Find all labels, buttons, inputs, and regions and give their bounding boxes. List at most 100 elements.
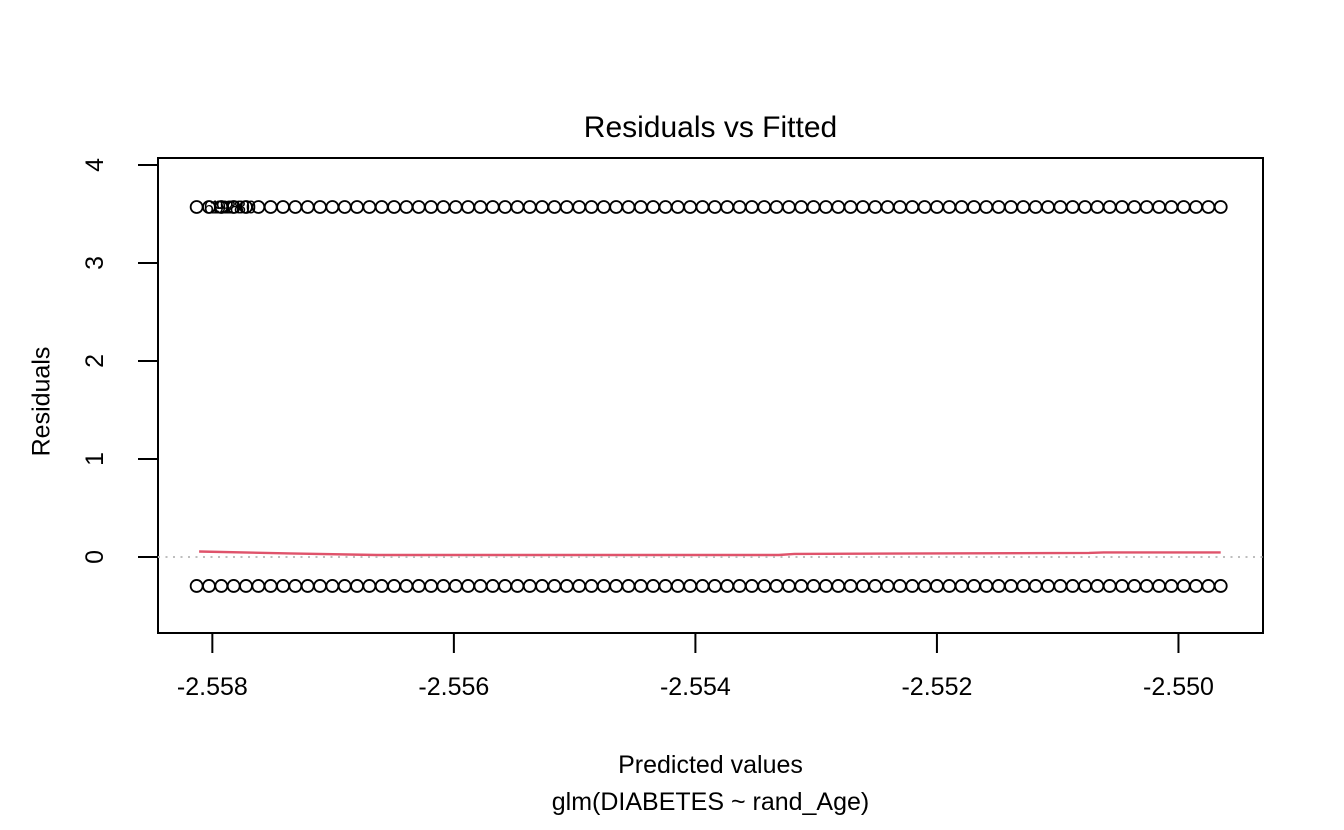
residual-point: [856, 579, 870, 593]
residual-point: [473, 579, 488, 593]
residual-point: [1164, 200, 1179, 214]
residual-point: [596, 200, 611, 214]
residual-point: [856, 200, 870, 214]
residual-point: [1139, 200, 1154, 214]
residual-point: [633, 579, 648, 593]
y-axis-tick-label: 1: [81, 452, 109, 466]
residual-point: [707, 200, 722, 214]
residual-point: [535, 579, 550, 593]
residual-point: [1164, 579, 1179, 593]
residual-point: [781, 200, 796, 214]
residual-point: [1201, 200, 1216, 214]
residual-point: [1016, 200, 1031, 214]
y-axis-tick-label: 4: [81, 158, 109, 172]
residual-point: [510, 579, 525, 593]
residual-point: [300, 579, 315, 593]
residual-point: [263, 579, 278, 593]
residual-point: [868, 579, 883, 593]
residual-point: [436, 579, 451, 593]
residual-point: [769, 200, 784, 214]
residual-point: [1152, 579, 1166, 593]
residual-point: [547, 579, 562, 593]
residual-point: [1139, 579, 1154, 593]
residual-point: [806, 200, 821, 214]
residual-point: [893, 200, 907, 214]
residual-point: [819, 200, 833, 214]
residual-point: [337, 200, 352, 214]
residual-point: [251, 579, 266, 593]
residual-point: [905, 579, 920, 593]
residual-point: [498, 200, 513, 214]
residual-point: [695, 200, 710, 214]
residual-point: [189, 579, 204, 593]
residual-point: [609, 200, 624, 214]
residual-point: [646, 579, 661, 593]
residual-point: [1176, 200, 1191, 214]
residual-point: [596, 579, 611, 593]
residual-point: [794, 579, 809, 593]
residual-point: [917, 579, 932, 593]
residual-point: [1213, 579, 1228, 593]
residual-point: [744, 579, 759, 593]
residual-point: [1078, 579, 1092, 593]
residual-point: [720, 200, 735, 214]
residual-point: [880, 579, 895, 593]
chart-title: Residuals vs Fitted: [583, 111, 838, 144]
residual-point: [1127, 200, 1142, 214]
x-axis-tick-label: -2.550: [1143, 673, 1214, 701]
residual-point: [1201, 579, 1216, 593]
residual-point: [572, 200, 587, 214]
x-axis-tick-label: -2.558: [177, 673, 248, 701]
residual-point: [461, 579, 475, 593]
residual-point: [387, 579, 401, 593]
residual-point: [226, 579, 241, 593]
residual-point: [350, 200, 364, 214]
residual-point: [313, 579, 327, 593]
residual-point: [473, 200, 488, 214]
residual-point: [633, 200, 648, 214]
residual-point: [893, 579, 907, 593]
residual-point: [214, 579, 229, 593]
residual-point: [942, 200, 957, 214]
residual-point: [769, 579, 784, 593]
residual-point: [806, 579, 821, 593]
residual-point: [819, 579, 833, 593]
x-axis-tick-label: -2.554: [660, 673, 731, 701]
residual-point: [362, 579, 377, 593]
residual-point: [461, 200, 475, 214]
residual-point: [744, 200, 759, 214]
residual-point: [757, 200, 772, 214]
residual-point: [350, 579, 364, 593]
residual-point: [967, 200, 981, 214]
residual-point: [720, 579, 735, 593]
x-axis-tick-label: -2.552: [901, 673, 972, 701]
residual-point: [732, 579, 747, 593]
residual-point: [794, 200, 809, 214]
residual-point: [930, 579, 944, 593]
residual-point: [559, 200, 574, 214]
residual-point: [979, 579, 994, 593]
residual-point: [670, 200, 685, 214]
residual-point: [621, 200, 636, 214]
residual-point: [757, 579, 772, 593]
residual-point: [202, 579, 216, 593]
residual-point: [1041, 200, 1055, 214]
residual-point: [670, 579, 685, 593]
residual-point: [954, 200, 969, 214]
residual-point: [325, 579, 340, 593]
residual-point: [547, 200, 562, 214]
residual-point: [621, 579, 636, 593]
residual-point: [448, 200, 463, 214]
residual-point: [954, 579, 969, 593]
residual-point: [1090, 579, 1105, 593]
residual-point: [732, 200, 747, 214]
residual-point: [1053, 200, 1068, 214]
residual-point: [276, 200, 290, 214]
residual-point: [1102, 579, 1117, 593]
residual-point: [535, 200, 550, 214]
residual-point: [991, 579, 1006, 593]
residual-point: [707, 579, 722, 593]
residual-point: [1152, 200, 1166, 214]
point-id-label: 6928: [204, 198, 244, 218]
y-axis-tick-label: 2: [81, 354, 109, 368]
